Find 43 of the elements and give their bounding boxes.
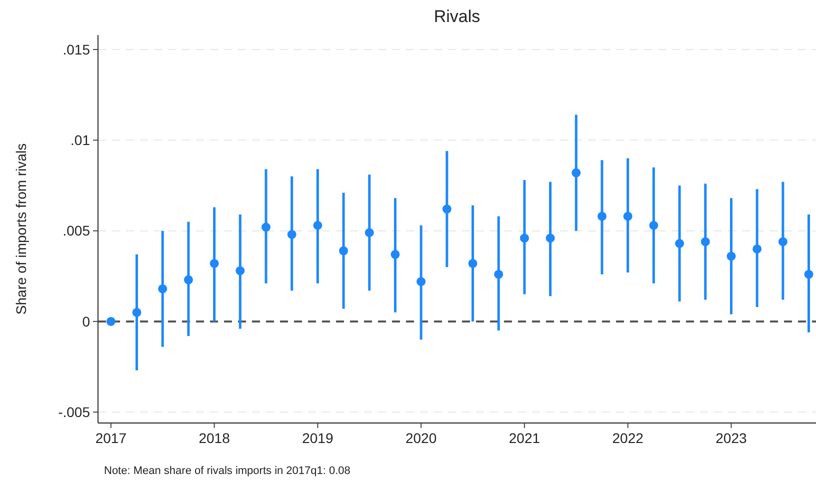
point <box>572 168 581 178</box>
point <box>313 220 322 230</box>
x-tick-label: 2023 <box>716 430 748 446</box>
point <box>546 234 555 243</box>
x-tick-label: 2019 <box>302 430 334 446</box>
point <box>778 237 788 246</box>
point <box>236 266 245 276</box>
point <box>339 246 348 256</box>
point <box>210 258 219 268</box>
point <box>287 230 296 239</box>
point <box>520 234 529 243</box>
point <box>262 222 270 232</box>
x-tick-label: 2020 <box>405 430 437 446</box>
y-axis-title: Share of imports from rivals <box>13 143 29 315</box>
point <box>804 270 814 279</box>
point <box>675 239 684 248</box>
point <box>494 270 504 279</box>
point <box>106 316 116 326</box>
y-tick-label: .015 <box>62 41 90 58</box>
point <box>623 212 632 221</box>
point <box>726 252 736 261</box>
x-tick-label: 2022 <box>612 430 644 446</box>
point <box>649 220 658 230</box>
point <box>390 250 400 259</box>
point <box>752 244 762 254</box>
point <box>364 228 374 238</box>
point <box>158 284 168 294</box>
point <box>468 258 478 268</box>
point <box>132 308 142 317</box>
y-tick-label: -.005 <box>58 404 90 420</box>
point <box>442 204 452 214</box>
point <box>700 237 710 246</box>
text: Note: Mean share of rivals imports in 2017q1: 0.08 <box>104 465 350 477</box>
x-tick-label: 2017 <box>95 430 127 446</box>
chart-title: Rivals <box>434 7 480 26</box>
y-tick-label: .005 <box>62 222 90 239</box>
y-tick-label: 0 <box>82 313 90 330</box>
point <box>597 212 606 221</box>
x-tick-label: 2018 <box>198 430 230 446</box>
x-tick-label: 2021 <box>508 430 540 446</box>
y-tick-label: .01 <box>70 132 90 148</box>
point <box>416 277 426 286</box>
point <box>184 275 193 284</box>
